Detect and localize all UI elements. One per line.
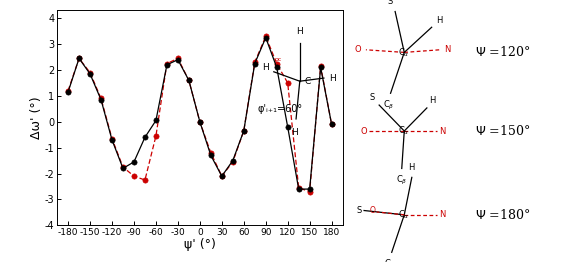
Text: C$_\alpha$: C$_\alpha$ (399, 46, 410, 59)
Text: C: C (304, 77, 311, 86)
Y-axis label: Δω' (°): Δω' (°) (30, 97, 43, 139)
Text: $\Psi$ =150°: $\Psi$ =150° (475, 124, 530, 138)
Text: H: H (296, 27, 303, 36)
Text: N: N (439, 210, 445, 219)
Text: S: S (388, 0, 393, 6)
Text: H: H (436, 16, 443, 25)
Text: N: N (444, 45, 451, 54)
Text: H: H (329, 74, 336, 83)
Text: H: H (409, 163, 415, 172)
Text: C$_\beta$: C$_\beta$ (396, 174, 408, 187)
Text: H: H (429, 96, 436, 105)
Text: H: H (263, 63, 270, 72)
Text: N: N (439, 127, 445, 135)
Text: O: O (369, 206, 376, 215)
X-axis label: ψ' (°): ψ' (°) (184, 238, 216, 252)
Text: S: S (369, 94, 375, 102)
Text: O: O (355, 45, 361, 54)
Text: C$_\beta$: C$_\beta$ (383, 99, 394, 112)
Text: O: O (360, 127, 367, 135)
Text: $\Psi$ =120°: $\Psi$ =120° (475, 45, 530, 59)
Text: C$_\alpha$: C$_\alpha$ (399, 125, 410, 137)
Text: $\Psi$ =180°: $\Psi$ =180° (475, 208, 530, 222)
Text: C$_\alpha$: C$_\alpha$ (399, 209, 410, 221)
Text: φ'ᵢ₊₁=60°: φ'ᵢ₊₁=60° (258, 104, 303, 114)
Text: S: S (356, 206, 362, 215)
Text: C$_\beta$: C$_\beta$ (384, 258, 395, 262)
Text: H: H (291, 128, 297, 137)
Text: oc: oc (275, 57, 282, 62)
